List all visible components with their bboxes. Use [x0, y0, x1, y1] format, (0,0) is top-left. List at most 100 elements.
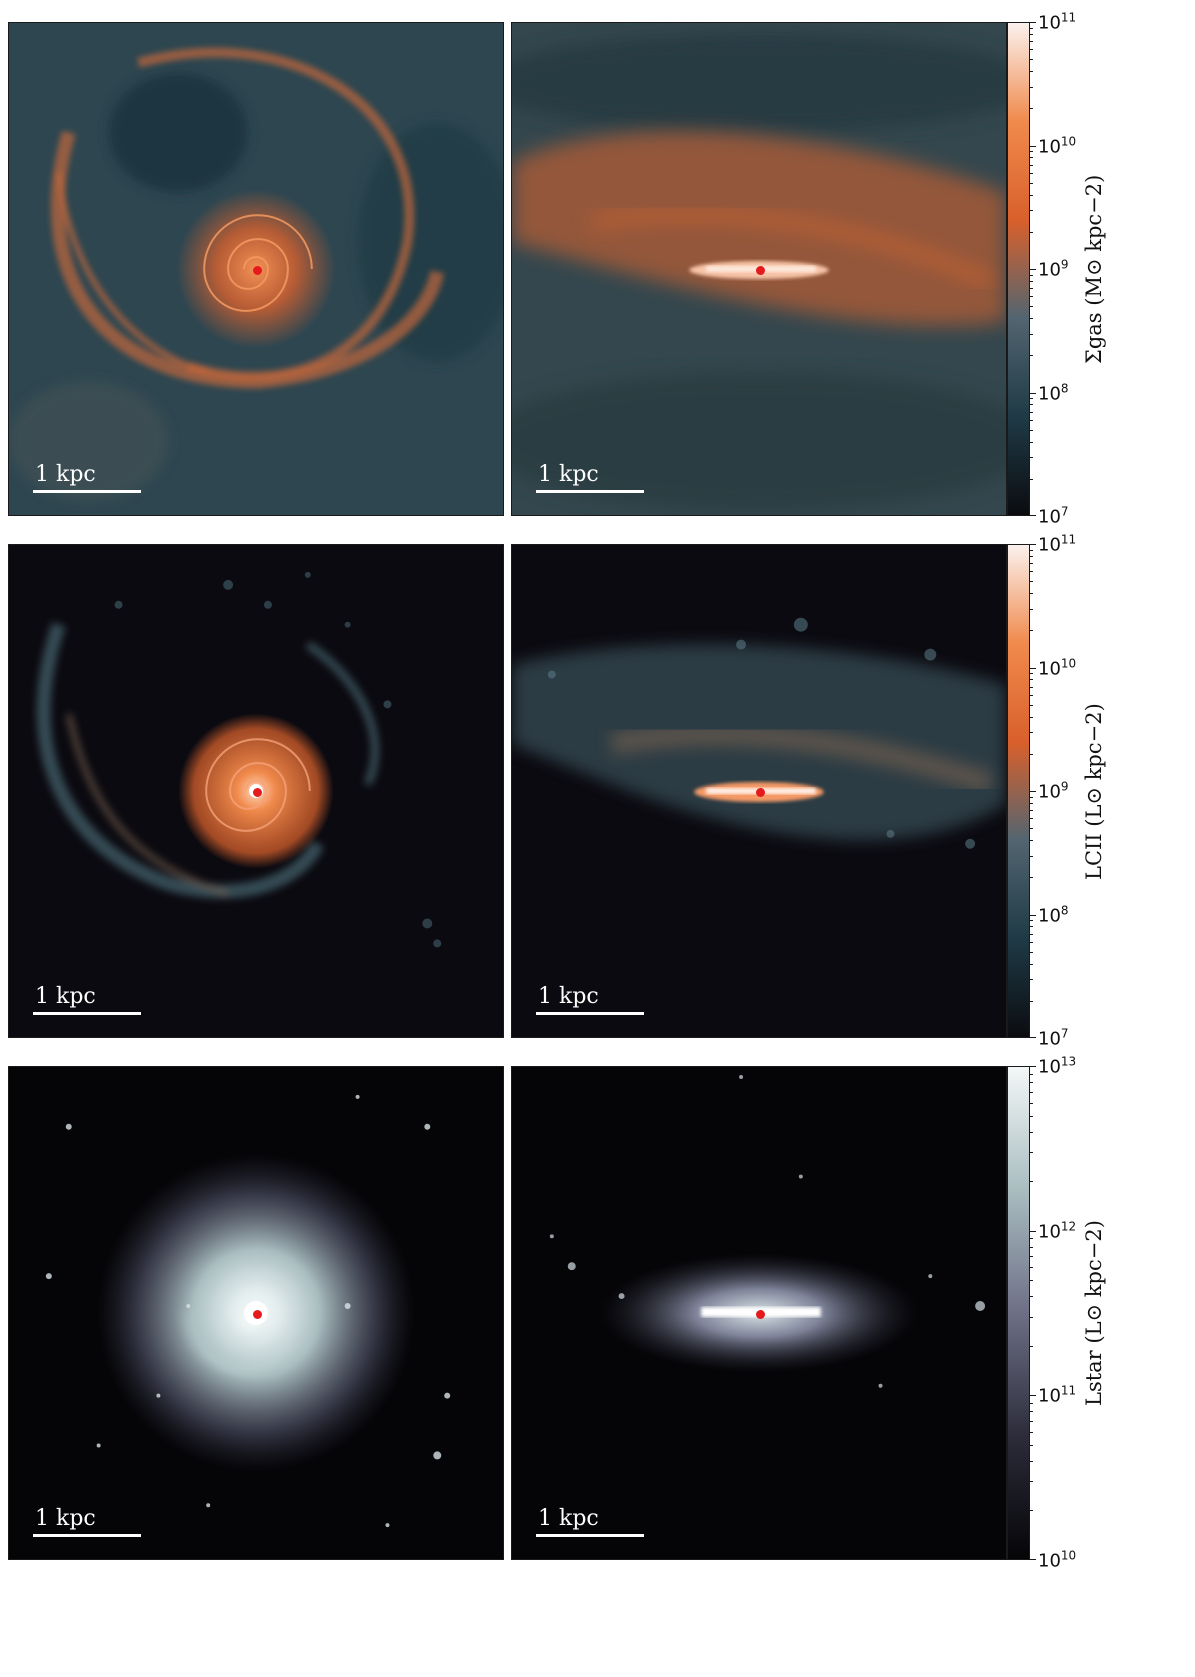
row-gas-surface-density: 1 kpc 1 kpc 1011 1010 109 108 107 Σgas (M⊙ kp…: [0, 22, 1195, 522]
galaxy-center-marker: [756, 788, 765, 797]
colorbar-minor-tick: [1030, 1256, 1033, 1257]
colorbar-minor-tick: [1030, 856, 1033, 857]
colorbar-minor-tick: [1030, 355, 1033, 356]
scalebar-line: [536, 1534, 644, 1537]
colorbar-minor-tick: [1030, 609, 1033, 610]
scalebar-label: 1 kpc: [35, 1506, 96, 1531]
colorbar-tick: [1030, 1066, 1036, 1067]
colorbar-minor-tick: [1030, 934, 1033, 935]
colorbar-tick-label: 1011: [1038, 533, 1076, 556]
panel-gas-edge-on: 1 kpc: [511, 22, 1007, 516]
colorbar-minor-tick: [1030, 420, 1033, 421]
colorbar-minor-tick: [1030, 34, 1033, 35]
colorbar-tick-label: 1011: [1038, 1384, 1076, 1407]
colorbar-tick: [1030, 668, 1036, 669]
colorbar-gas: [1007, 22, 1030, 516]
colorbar-minor-tick: [1030, 49, 1033, 50]
colorbar-minor-tick: [1030, 165, 1033, 166]
colorbar-tick-label: 1010: [1038, 656, 1076, 679]
scalebar-line: [33, 1012, 141, 1015]
colorbar-minor-tick: [1030, 556, 1033, 557]
colorbar-minor-tick: [1030, 306, 1033, 307]
colorbar-minor-tick: [1030, 593, 1033, 594]
scalebar-line: [536, 490, 644, 493]
colorbar-minor-tick: [1030, 404, 1033, 405]
colorbar-minor-tick: [1030, 732, 1033, 733]
scalebar-label: 1 kpc: [538, 1506, 599, 1531]
colorbar-tick: [1030, 915, 1036, 916]
colorbar-tick-label: 1011: [1038, 11, 1076, 34]
colorbar-minor-tick: [1030, 157, 1033, 158]
colorbar-tick: [1030, 1559, 1036, 1560]
colorbar-minor-tick: [1030, 318, 1033, 319]
colorbar-tick: [1030, 544, 1036, 545]
colorbar-minor-tick: [1030, 630, 1033, 631]
galaxy-center-marker: [756, 266, 765, 275]
colorbar-cii-axis: 1011 1010 109 108 107 LCII (L⊙ kpc−2): [1030, 544, 1195, 1038]
colorbar-minor-tick: [1030, 550, 1033, 551]
colorbar-gas-axis: 1011 1010 109 108 107 Σgas (M⊙ kpc−2): [1030, 22, 1195, 516]
colorbar-tick-label: 109: [1038, 780, 1069, 803]
scalebar-line: [33, 1534, 141, 1537]
colorbar-minor-tick: [1030, 1432, 1033, 1433]
colorbar-minor-tick: [1030, 41, 1033, 42]
colorbar-minor-tick: [1030, 810, 1033, 811]
colorbar-minor-tick: [1030, 412, 1033, 413]
scalebar-label: 1 kpc: [35, 462, 96, 487]
colorbar-tick-label: 109: [1038, 258, 1069, 281]
scalebar-line: [536, 1012, 644, 1015]
colorbar-tick: [1030, 1037, 1036, 1038]
colorbar-minor-tick: [1030, 581, 1033, 582]
colorbar-minor-tick: [1030, 1001, 1033, 1002]
colorbar-minor-tick: [1030, 87, 1033, 88]
row-cii-luminosity: 1 kpc 1 kpc 1011 1010 109 108 107 LCII (: [0, 544, 1195, 1044]
colorbar-minor-tick: [1030, 334, 1033, 335]
colorbar-minor-tick: [1030, 1238, 1033, 1239]
colorbar-minor-tick: [1030, 979, 1033, 980]
colorbar-minor-tick: [1030, 1082, 1033, 1083]
colorbar-minor-tick: [1030, 288, 1033, 289]
colorbar-minor-tick: [1030, 1461, 1033, 1462]
colorbar-minor-tick: [1030, 28, 1033, 29]
panel-star-face-on: 1 kpc: [8, 1066, 504, 1560]
colorbar-tick: [1030, 393, 1036, 394]
colorbar-minor-tick: [1030, 1296, 1033, 1297]
colorbar-minor-tick: [1030, 687, 1033, 688]
colorbar-star: [1007, 1066, 1030, 1560]
colorbar-minor-tick: [1030, 797, 1033, 798]
colorbar-minor-tick: [1030, 479, 1033, 480]
colorbar-minor-tick: [1030, 1116, 1033, 1117]
colorbar-minor-tick: [1030, 705, 1033, 706]
colorbar-minor-tick: [1030, 1132, 1033, 1133]
colorbar-minor-tick: [1030, 1074, 1033, 1075]
colorbar-minor-tick: [1030, 1411, 1033, 1412]
colorbar-minor-tick: [1030, 563, 1033, 564]
colorbar-minor-tick: [1030, 430, 1033, 431]
colorbar-minor-tick: [1030, 210, 1033, 211]
colorbar-tick-label: 107: [1038, 1027, 1069, 1050]
colorbar-minor-tick: [1030, 717, 1033, 718]
colorbar-minor-tick: [1030, 877, 1033, 878]
colorbar-minor-tick: [1030, 442, 1033, 443]
colorbar-minor-tick: [1030, 920, 1033, 921]
panel-cii-face-on: 1 kpc: [8, 544, 504, 1038]
colorbar-minor-tick: [1030, 1267, 1033, 1268]
colorbar-label: LCII (L⊙ kpc−2): [1082, 703, 1106, 880]
colorbar-minor-tick: [1030, 818, 1033, 819]
colorbar-tick: [1030, 791, 1036, 792]
colorbar-minor-tick: [1030, 457, 1033, 458]
colorbar-minor-tick: [1030, 679, 1033, 680]
colorbar-minor-tick: [1030, 942, 1033, 943]
colorbar-minor-tick: [1030, 1181, 1033, 1182]
colorbar-tick-label: 1010: [1038, 134, 1076, 157]
galaxy-center-marker: [253, 1310, 262, 1319]
colorbar-tick: [1030, 269, 1036, 270]
scalebar-line: [33, 490, 141, 493]
colorbar-minor-tick: [1030, 1421, 1033, 1422]
colorbar-minor-tick: [1030, 840, 1033, 841]
colorbar-minor-tick: [1030, 1317, 1033, 1318]
galaxy-center-marker: [253, 788, 262, 797]
panel-star-edge-on: 1 kpc: [511, 1066, 1007, 1560]
colorbar-minor-tick: [1030, 952, 1033, 953]
colorbar-minor-tick: [1030, 1103, 1033, 1104]
